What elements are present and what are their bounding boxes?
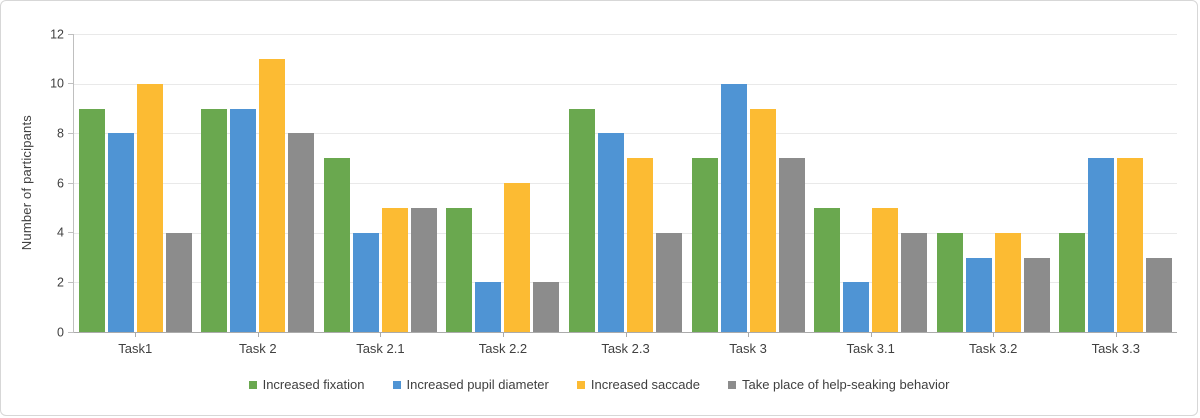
bar-group: Task 2.3 — [564, 34, 687, 356]
bar — [201, 108, 228, 332]
bar — [569, 108, 596, 332]
y-tick-label: 8 — [57, 126, 64, 141]
x-tick-mark — [257, 332, 259, 337]
bar-group: Task 3.1 — [809, 34, 932, 356]
bar — [936, 232, 963, 332]
bar-group: Task 3.2 — [932, 34, 1055, 356]
bar-group: Task 3 — [687, 34, 810, 356]
x-tick-mark — [993, 332, 995, 337]
bar — [381, 207, 408, 332]
legend-item: Take place of help-seaking behavior — [727, 377, 950, 392]
gridline — [74, 34, 1177, 35]
x-category-label: Task 2.1 — [356, 341, 405, 356]
bar — [136, 83, 163, 332]
bar — [720, 83, 747, 332]
legend-label: Increased fixation — [262, 377, 365, 392]
bar-group: Task 2 — [197, 34, 320, 356]
legend-label: Take place of help-seaking behavior — [741, 377, 950, 392]
bar — [627, 158, 654, 332]
bar — [778, 158, 805, 332]
bar — [994, 232, 1021, 332]
legend: Increased fixation Increased pupil diamet… — [1, 377, 1197, 392]
bar — [410, 207, 437, 332]
x-category-label: Task 3.2 — [969, 341, 1018, 356]
x-tick-mark — [625, 332, 627, 337]
x-category-label: Task 3.3 — [1091, 341, 1140, 356]
y-tick-label: 12 — [50, 26, 64, 41]
x-tick-mark — [748, 332, 750, 337]
x-category-label: Task 2.3 — [601, 341, 650, 356]
bar — [843, 282, 870, 332]
bar — [165, 232, 192, 332]
bar — [965, 257, 992, 332]
y-tick-label: 10 — [50, 76, 64, 91]
bar — [598, 133, 625, 332]
y-axis-labels: 0 2 4 6 8 10 12 — [1, 28, 64, 338]
gridline — [74, 133, 1177, 135]
legend-label: Increased pupil diameter — [406, 377, 549, 392]
y-tick-label: 6 — [57, 175, 64, 190]
y-tick-label: 0 — [57, 324, 64, 339]
gridline — [74, 183, 1177, 184]
bar — [1117, 158, 1144, 332]
bar — [504, 183, 531, 332]
y-tick-mark — [68, 232, 74, 234]
y-tick-mark — [68, 33, 74, 35]
legend-item: Increased saccade — [576, 377, 700, 392]
bar — [288, 133, 315, 332]
x-tick-mark — [380, 332, 382, 337]
x-tick-mark — [135, 332, 137, 337]
bar-group: Task 2.2 — [442, 34, 565, 356]
x-category-label: Task 2 — [239, 341, 277, 356]
bar — [656, 232, 683, 332]
bar — [352, 232, 379, 332]
legend-swatch — [576, 380, 585, 389]
bar — [814, 207, 841, 332]
x-tick-mark — [1115, 332, 1117, 337]
legend-swatch — [727, 380, 736, 389]
bar — [323, 158, 350, 332]
bar — [872, 207, 899, 332]
bar — [259, 58, 286, 332]
y-tick-mark — [68, 281, 74, 283]
bar — [1146, 257, 1173, 332]
bar — [230, 108, 257, 332]
x-tick-mark — [502, 332, 504, 337]
legend-swatch — [392, 380, 401, 389]
legend-label: Increased saccade — [590, 377, 700, 392]
bar — [691, 158, 718, 332]
bar — [1059, 232, 1086, 332]
bar — [446, 207, 473, 332]
bar-group: Task 3.3 — [1055, 34, 1178, 356]
legend-item: Increased pupil diameter — [392, 377, 549, 392]
y-tick-mark — [68, 182, 74, 184]
x-category-label: Task 3.1 — [846, 341, 895, 356]
y-tick-mark — [68, 331, 74, 333]
bar — [1088, 158, 1115, 332]
gridline — [74, 282, 1177, 284]
x-category-label: Task1 — [118, 341, 153, 356]
x-tick-mark — [870, 332, 872, 337]
bar — [901, 232, 928, 332]
bar — [749, 108, 776, 332]
legend-swatch — [248, 380, 257, 389]
y-tick-mark — [68, 132, 74, 134]
x-category-label: Task 3 — [729, 341, 767, 356]
bar — [475, 282, 502, 332]
bar-group: Task 2.1 — [319, 34, 442, 356]
bar — [107, 133, 134, 332]
gridline — [74, 83, 1177, 85]
plot-area: Task1 Task 2 Task 2.1 Task 2.2 Task 2.3 Task … — [68, 33, 1178, 356]
legend-item: Increased fixation — [248, 377, 365, 392]
bar — [1023, 257, 1050, 332]
bar-group: Task1 — [74, 34, 197, 356]
y-tick-mark — [68, 83, 74, 85]
bar — [533, 282, 560, 332]
x-category-label: Task 2.2 — [478, 341, 528, 356]
bar — [78, 108, 105, 332]
y-tick-label: 4 — [57, 225, 64, 240]
gridline — [74, 232, 1177, 234]
y-tick-label: 2 — [57, 275, 64, 290]
